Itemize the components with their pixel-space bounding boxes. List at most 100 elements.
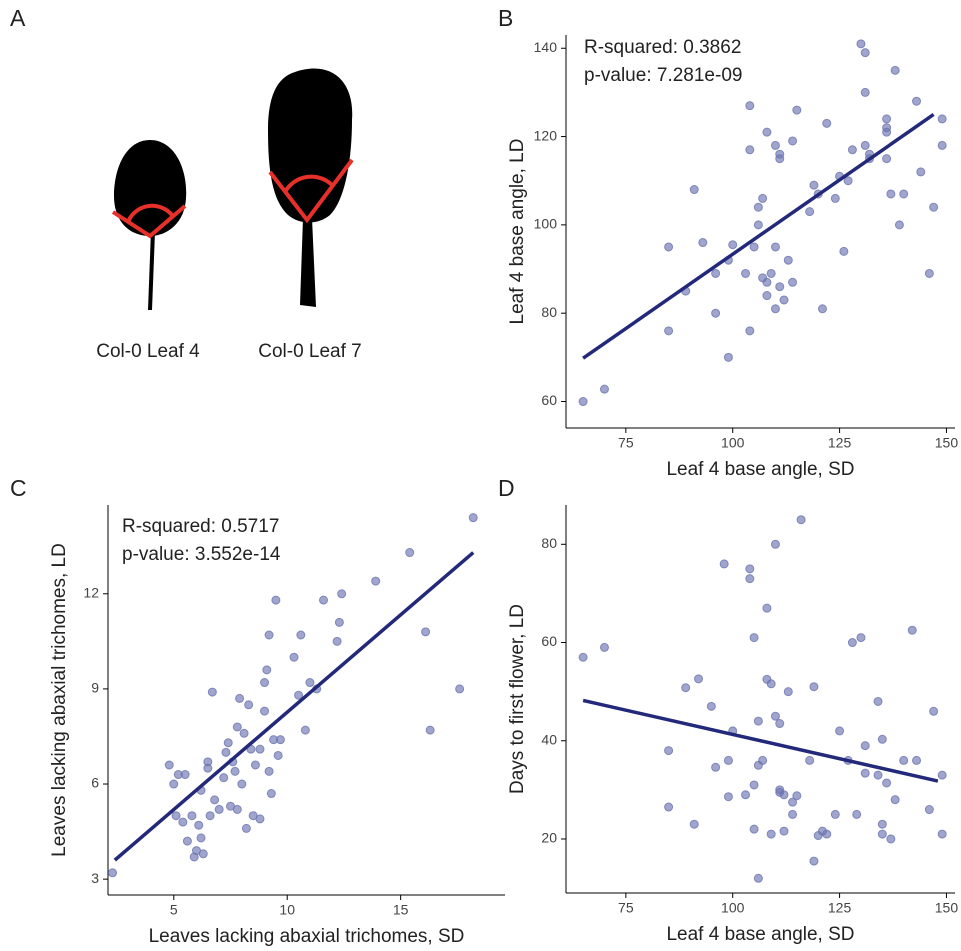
point bbox=[334, 617, 344, 627]
point bbox=[711, 762, 721, 772]
x-axis-title: Leaves lacking abaxial trichomes, SD bbox=[149, 926, 465, 947]
x-tick-label: 125 bbox=[828, 900, 852, 916]
angle-arc bbox=[126, 203, 174, 223]
point bbox=[779, 790, 789, 800]
point bbox=[805, 755, 815, 765]
point bbox=[749, 824, 759, 834]
y-axis-title: Leaves lacking abaxial trichomes, LD bbox=[49, 543, 70, 857]
point bbox=[749, 242, 759, 252]
point bbox=[250, 760, 260, 770]
point bbox=[924, 268, 934, 278]
point bbox=[273, 750, 283, 760]
point bbox=[770, 304, 780, 314]
point bbox=[319, 595, 329, 605]
y-tick-label: 100 bbox=[534, 216, 558, 232]
panel-label: C bbox=[10, 475, 27, 501]
point bbox=[164, 760, 174, 770]
point bbox=[912, 96, 922, 106]
point bbox=[788, 797, 798, 807]
y-tick-label: 40 bbox=[541, 731, 557, 747]
x-tick-label: 100 bbox=[721, 435, 745, 451]
x-tick-label: 10 bbox=[279, 902, 295, 918]
point bbox=[300, 725, 310, 735]
point bbox=[711, 308, 721, 318]
point bbox=[749, 780, 759, 790]
point bbox=[753, 220, 763, 230]
point bbox=[762, 603, 772, 613]
point bbox=[723, 792, 733, 802]
point bbox=[770, 711, 780, 721]
point bbox=[873, 770, 883, 780]
point bbox=[929, 202, 939, 212]
point bbox=[599, 384, 609, 394]
point bbox=[758, 193, 768, 203]
point bbox=[762, 277, 772, 287]
point bbox=[741, 790, 751, 800]
angle-lines bbox=[111, 204, 187, 239]
point bbox=[468, 513, 478, 523]
point bbox=[788, 136, 798, 146]
point bbox=[745, 574, 755, 584]
point bbox=[929, 706, 939, 716]
point bbox=[578, 397, 588, 407]
point bbox=[783, 687, 793, 697]
point bbox=[171, 811, 181, 821]
trend-line bbox=[582, 698, 939, 783]
point bbox=[882, 778, 892, 788]
point bbox=[262, 665, 272, 675]
point bbox=[198, 849, 208, 859]
point bbox=[792, 105, 802, 115]
x-tick-label: 75 bbox=[618, 900, 634, 916]
x-tick-label: 100 bbox=[721, 900, 745, 916]
point bbox=[232, 722, 242, 732]
point bbox=[405, 548, 415, 558]
point bbox=[847, 638, 857, 648]
point bbox=[852, 809, 862, 819]
point bbox=[899, 189, 909, 199]
point bbox=[912, 755, 922, 765]
point bbox=[766, 268, 776, 278]
point bbox=[830, 193, 840, 203]
petiole bbox=[148, 230, 155, 310]
point bbox=[882, 154, 892, 164]
point bbox=[766, 829, 776, 839]
point bbox=[235, 693, 245, 703]
x-tick-label: 15 bbox=[393, 902, 409, 918]
point bbox=[711, 268, 721, 278]
point bbox=[809, 682, 819, 692]
point bbox=[907, 625, 917, 635]
point bbox=[694, 674, 704, 684]
point bbox=[770, 242, 780, 252]
y-axis-title: Leaf 4 base angle, LD bbox=[507, 139, 528, 325]
point bbox=[788, 277, 798, 287]
point bbox=[723, 352, 733, 362]
point bbox=[260, 678, 270, 688]
point bbox=[196, 833, 206, 843]
point bbox=[924, 805, 934, 815]
panel-label: B bbox=[498, 5, 513, 31]
point bbox=[899, 755, 909, 765]
point bbox=[856, 633, 866, 643]
point bbox=[809, 856, 819, 866]
point bbox=[775, 154, 785, 164]
trend-line bbox=[582, 113, 935, 360]
point bbox=[723, 755, 733, 765]
point bbox=[753, 873, 763, 883]
point bbox=[745, 326, 755, 336]
angle-lines bbox=[268, 158, 354, 224]
point bbox=[689, 819, 699, 829]
point bbox=[207, 687, 217, 697]
point bbox=[371, 576, 381, 586]
point bbox=[775, 719, 785, 729]
point bbox=[745, 101, 755, 111]
point bbox=[289, 652, 299, 662]
panel-label: D bbox=[498, 475, 515, 501]
y-tick-label: 140 bbox=[534, 39, 558, 55]
x-axis-title: Leaf 4 base angle, SD bbox=[666, 924, 854, 945]
point bbox=[255, 814, 265, 824]
chart-panel: D 75 100 125 150 20 40 60 80 Leaf 4 base angle, S… bbox=[498, 475, 958, 945]
point bbox=[843, 176, 853, 186]
point bbox=[237, 779, 247, 789]
point bbox=[860, 741, 870, 751]
